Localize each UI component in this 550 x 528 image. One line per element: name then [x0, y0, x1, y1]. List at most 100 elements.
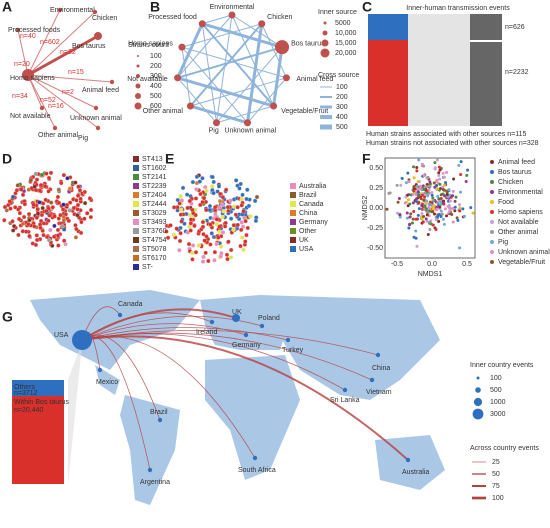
cluster-node: [207, 203, 213, 209]
scatter-point: [420, 212, 424, 216]
scatter-point: [405, 216, 409, 220]
cluster-node: [87, 196, 93, 201]
cluster-node: [253, 218, 259, 224]
edge-label: n=52: [40, 97, 56, 104]
scatter-point: [441, 171, 445, 175]
country-label: UK: [232, 309, 242, 316]
cluster-node: [22, 202, 27, 207]
legend-swatch: [490, 250, 494, 254]
cluster-node: [219, 251, 224, 256]
scatter-point: [443, 207, 447, 211]
cluster-node: [20, 192, 26, 197]
legend-swatch: [135, 93, 141, 99]
cluster-node: [179, 198, 184, 203]
edge: [201, 23, 217, 123]
cluster-node: [71, 205, 77, 211]
panel-label: F: [362, 151, 371, 167]
scatter-point: [459, 172, 463, 176]
country-label: Vietnam: [366, 389, 392, 396]
edge-label: n=2: [62, 89, 74, 96]
cluster-node: [78, 196, 83, 202]
scatter-point: [442, 222, 446, 226]
cluster-node: [190, 179, 196, 185]
scatter-point: [411, 192, 415, 196]
cluster-node: [245, 187, 250, 192]
legend-title: Across country events: [470, 445, 539, 452]
scatter-point: [452, 177, 456, 181]
bar-label: n=3712: [14, 390, 38, 397]
cluster-node: [198, 202, 203, 208]
cluster-node: [38, 225, 43, 231]
scatter-point: [404, 195, 408, 199]
node-label: Homo sapiens: [10, 75, 55, 82]
scatter-point: [430, 193, 434, 197]
cluster-node: [180, 185, 186, 191]
cluster-node: [212, 205, 218, 210]
cluster-node: [203, 250, 208, 255]
plot-frame: [384, 157, 476, 259]
scatter-point: [457, 163, 461, 167]
decoration: [0, 14, 502, 526]
node: [243, 119, 251, 127]
cluster-node: [31, 202, 36, 207]
scatter-point: [442, 175, 446, 179]
scatter-point: [396, 211, 400, 215]
cluster-node: [241, 247, 246, 252]
legend-swatch: [136, 64, 140, 68]
legend-swatch: [133, 264, 139, 270]
flow-band: [408, 14, 470, 126]
scatter-point: [438, 182, 442, 186]
scatter-point: [428, 228, 432, 232]
scatter-point: [435, 158, 439, 162]
scatter-point: [434, 228, 438, 232]
cluster-node: [202, 238, 207, 243]
legend-label: ST413: [142, 156, 163, 163]
legend-label: Not available: [498, 219, 539, 226]
scatter-point: [415, 169, 419, 173]
scatter-point: [438, 177, 442, 181]
legend-label: ST2141: [142, 174, 167, 181]
edge-label: n=32: [60, 49, 76, 56]
cluster-node: [186, 241, 192, 247]
cluster-node: [240, 192, 245, 197]
cluster-node: [44, 171, 49, 176]
scatter-point: [465, 173, 469, 177]
scatter-point: [422, 198, 426, 202]
scatter-point: [411, 217, 415, 221]
legend-title: Inner source: [318, 9, 357, 16]
scatter-point: [443, 194, 447, 198]
cluster-node: [39, 172, 45, 178]
cluster-node: [44, 208, 49, 214]
y-tick-label: 0.00: [369, 205, 383, 212]
panel-label: D: [2, 151, 12, 167]
cluster-node: [82, 216, 87, 221]
cluster-node: [216, 184, 222, 189]
flow: [81, 335, 409, 461]
cluster-node: [88, 214, 93, 220]
scatter-point: [415, 244, 419, 248]
country-label: Argentina: [140, 479, 170, 486]
x-tick-label: 0.0: [427, 261, 437, 268]
bar-label: Within Bos taurus: [14, 399, 69, 406]
scatter-point: [424, 217, 428, 221]
legend-swatch: [322, 30, 328, 36]
node: [275, 40, 290, 55]
legend-label: Germany: [299, 219, 328, 226]
cluster-node: [75, 207, 80, 212]
legend-swatch: [133, 210, 139, 216]
scatter-point: [442, 183, 446, 187]
cluster-node: [188, 221, 194, 226]
cluster-node: [226, 239, 231, 244]
scatter-point: [437, 171, 441, 175]
scatter-point: [416, 180, 420, 184]
cluster-node: [193, 196, 199, 201]
scatter-point: [447, 210, 451, 214]
cluster-node: [46, 189, 51, 194]
cluster-node: [27, 217, 32, 223]
cluster-node: [11, 228, 16, 233]
legend-swatch: [133, 237, 139, 243]
legend-title: Inner country events: [470, 362, 534, 369]
bar-within: [12, 396, 64, 484]
legend-label: ST3760: [142, 228, 167, 235]
cluster-node: [48, 227, 53, 233]
